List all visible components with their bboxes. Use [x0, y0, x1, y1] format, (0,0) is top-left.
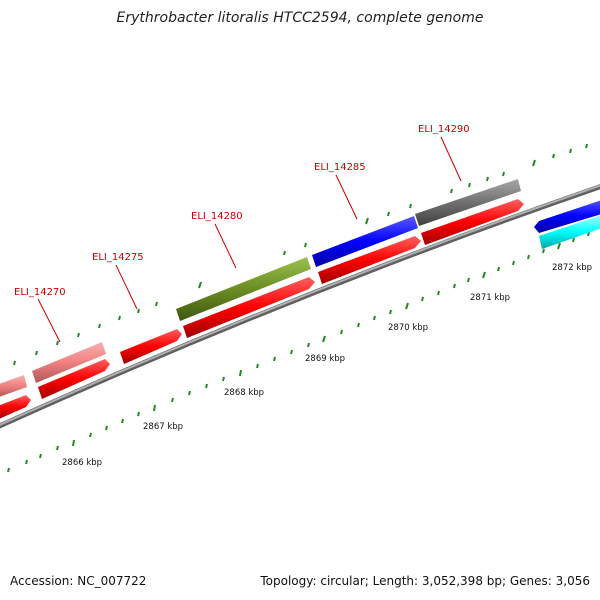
gene-label[interactable]: ELI_14275	[92, 252, 144, 263]
forward-features	[0, 179, 521, 397]
gene-feature-eli-14285[interactable]	[312, 216, 418, 267]
gene-feature-eli-14280[interactable]	[176, 257, 311, 321]
kbp-label: 2871 kbp	[470, 293, 510, 303]
accession-text: Accession: NC_007722	[10, 574, 146, 588]
gene-feature-blue-right[interactable]	[534, 199, 600, 233]
gene-feature-cyan-right[interactable]	[539, 214, 600, 249]
outer-tick-track	[13, 143, 588, 366]
kbp-label: 2869 kbp	[305, 354, 345, 364]
gene-label[interactable]: ELI_14285	[314, 162, 366, 173]
summary-text: Topology: circular; Length: 3,052,398 bp…	[259, 574, 590, 588]
cds-arrow[interactable]	[318, 236, 421, 284]
gene-label[interactable]: ELI_14280	[191, 211, 243, 222]
label-leaders	[37, 136, 462, 343]
kbp-label: 2870 kbp	[388, 323, 428, 333]
gene-feature-salmon-left[interactable]	[0, 375, 27, 397]
kbp-label: 2866 kbp	[62, 458, 102, 468]
gene-label[interactable]: ELI_14270	[14, 287, 66, 298]
kbp-labels: 2866 kbp 2867 kbp 2868 kbp 2869 kbp 2870…	[62, 263, 592, 468]
cds-arrow[interactable]	[0, 395, 31, 419]
gene-label[interactable]: ELI_14290	[418, 124, 470, 135]
inner-tick-track	[7, 231, 590, 473]
cds-arrow[interactable]	[421, 199, 524, 245]
gene-labels: ELI_14270 ELI_14275 ELI_14280 ELI_14285 …	[14, 124, 470, 298]
cds-arrow[interactable]	[120, 329, 182, 364]
map-title: Erythrobacter litoralis HTCC2594, comple…	[117, 10, 484, 26]
kbp-label: 2868 kbp	[224, 388, 264, 398]
kbp-label: 2872 kbp	[552, 263, 592, 273]
kbp-label: 2867 kbp	[143, 422, 183, 432]
right-edge-features	[534, 199, 600, 249]
cds-arrow[interactable]	[183, 277, 315, 338]
genome-backbone	[0, 184, 600, 429]
cds-track	[0, 199, 524, 419]
gene-feature-eli-14290[interactable]	[415, 179, 521, 226]
cds-arrow[interactable]	[38, 359, 110, 399]
gene-feature-eli-14270[interactable]	[32, 342, 106, 383]
